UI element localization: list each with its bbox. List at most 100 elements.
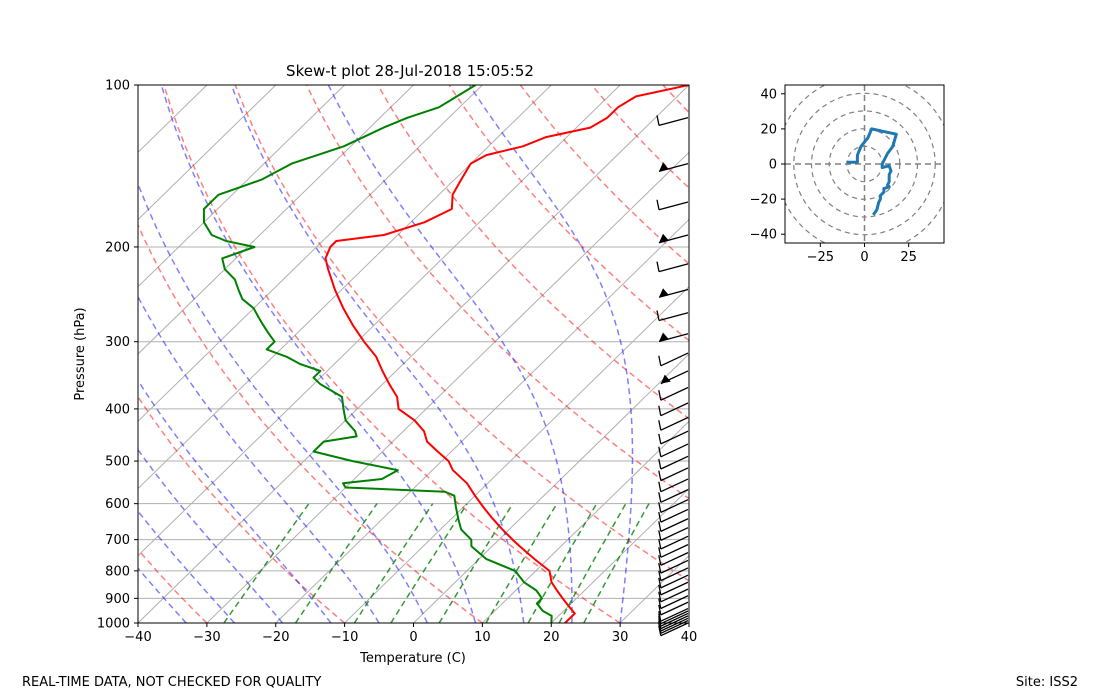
wind-barb-feather (658, 555, 662, 566)
wind-barb-shaft (660, 455, 689, 470)
hodograph-x-tick-label: 25 (900, 250, 917, 265)
hodograph: −25 0 25 40 20 0 −20 −40 (750, 84, 945, 265)
wind-barb-feather (658, 570, 662, 581)
wind-barb-shaft (660, 489, 689, 503)
wind-barb-shaft (660, 443, 689, 458)
wind-barb-feather (658, 433, 662, 445)
wind-barb-feather (658, 521, 662, 532)
temperature-trace (324, 85, 689, 623)
dry-adiabat (138, 395, 346, 623)
wind-barb-shaft (660, 615, 689, 630)
mixing-ratio-line (353, 503, 434, 623)
hodograph-y-tick-label: −40 (750, 228, 777, 243)
site-label: Site: ISS2 (1015, 675, 1078, 690)
plot-area (0, 85, 689, 623)
wind-barb-shaft (658, 312, 689, 322)
isotherm (138, 85, 414, 355)
wind-barb-shaft (660, 559, 689, 574)
wind-barb-shaft (660, 595, 689, 610)
quality-disclaimer: REAL-TIME DATA, NOT CHECKED FOR QUALITY (22, 675, 322, 690)
wind-barb-shaft (660, 610, 689, 625)
dry-adiabat (138, 223, 483, 623)
wind-barb-shaft (660, 402, 689, 417)
isotherm (275, 218, 689, 623)
wind-barb-shaft (660, 567, 689, 582)
moist-adiabat (327, 85, 573, 623)
wind-barb-feather (656, 261, 660, 272)
dry-adiabat (234, 85, 689, 582)
isotherm (138, 85, 277, 221)
hodograph-x-tick-label: 0 (860, 250, 868, 265)
wind-barb-feather (658, 420, 662, 431)
x-tick-label: −40 (124, 630, 151, 645)
hodograph-x-tick-label: −25 (807, 250, 834, 265)
x-tick-label: 20 (543, 630, 560, 645)
isotherm (0, 85, 69, 623)
wind-barb-feather (658, 577, 662, 589)
wind-barb-shaft (658, 263, 689, 273)
dry-adiabat (448, 85, 689, 342)
wind-barb-shaft (660, 478, 689, 493)
mixing-ratio-line (294, 503, 378, 623)
mixing-ratio-line (390, 503, 468, 623)
wind-barb-feather (658, 502, 662, 513)
hodograph-trace (846, 127, 898, 216)
wind-barb-shaft (660, 552, 689, 566)
wind-barb-flag (659, 332, 669, 342)
chart-title: Skew-t plot 28-Jul-2018 15:05:52 (286, 62, 534, 80)
isotherm (138, 85, 483, 422)
x-tick-label: 0 (409, 630, 417, 645)
hodograph-axis-ticks: −25 0 25 40 20 0 −20 −40 (750, 87, 917, 265)
hodograph-y-tick-label: 0 (769, 158, 777, 173)
moist-adiabat (468, 85, 634, 623)
wind-barb-shaft (660, 588, 689, 603)
wind-barb-feather (658, 511, 662, 523)
wind-barb-feather (658, 604, 662, 616)
wind-barb-shaft (660, 601, 689, 616)
moist-adiabat (138, 448, 284, 623)
wind-barb-feather (658, 591, 662, 602)
wind-barb-shaft (660, 416, 689, 431)
skew-t-plot: Skew-t plot 28-Jul-2018 15:05:52 −40 −30−… (0, 62, 697, 666)
y-tick-label: 900 (105, 592, 130, 607)
wind-barb-feather (658, 611, 662, 622)
wind-barb-feather (658, 538, 662, 550)
moist-adiabat (138, 181, 428, 623)
wind-barb-shaft (660, 508, 689, 523)
isotherm (138, 85, 208, 153)
wind-barb-feather (658, 446, 662, 457)
wind-barb-feather (658, 470, 662, 481)
wind-barbs (656, 115, 689, 637)
isotherm (138, 85, 345, 288)
isotherm (138, 85, 621, 557)
wind-barb-flag (659, 162, 669, 172)
y-tick-label: 500 (105, 455, 130, 470)
wind-barb-feather (658, 481, 662, 492)
wind-barb-feather (658, 355, 662, 366)
wind-barb-flag (659, 288, 669, 298)
dry-adiabat (163, 85, 621, 623)
wind-barb-feather (658, 390, 662, 401)
wind-barb-feather (658, 458, 662, 470)
wind-barb-feather (658, 492, 662, 503)
wind-barb-feather (656, 310, 660, 321)
isotherm (138, 85, 552, 490)
hodograph-plot-area (785, 85, 944, 243)
wind-barb-shaft (660, 430, 689, 445)
wind-barb-shaft (660, 622, 689, 637)
moist-adiabat (138, 567, 187, 623)
wind-barb-feather (658, 598, 662, 609)
moist-adiabat (138, 295, 380, 623)
mixing-ratio-line (583, 503, 650, 623)
wind-barb-shaft (660, 607, 689, 622)
wind-barb-shaft (660, 620, 689, 634)
wind-barb-shaft (660, 535, 689, 550)
x-tick-label: −10 (331, 630, 358, 645)
y-tick-label: 400 (105, 402, 130, 417)
hodograph-y-tick-label: −20 (750, 193, 777, 208)
wind-barb-shaft (660, 518, 689, 532)
x-tick-label: −20 (262, 630, 289, 645)
dry-adiabat (305, 85, 689, 500)
y-tick-label: 1000 (97, 617, 130, 632)
